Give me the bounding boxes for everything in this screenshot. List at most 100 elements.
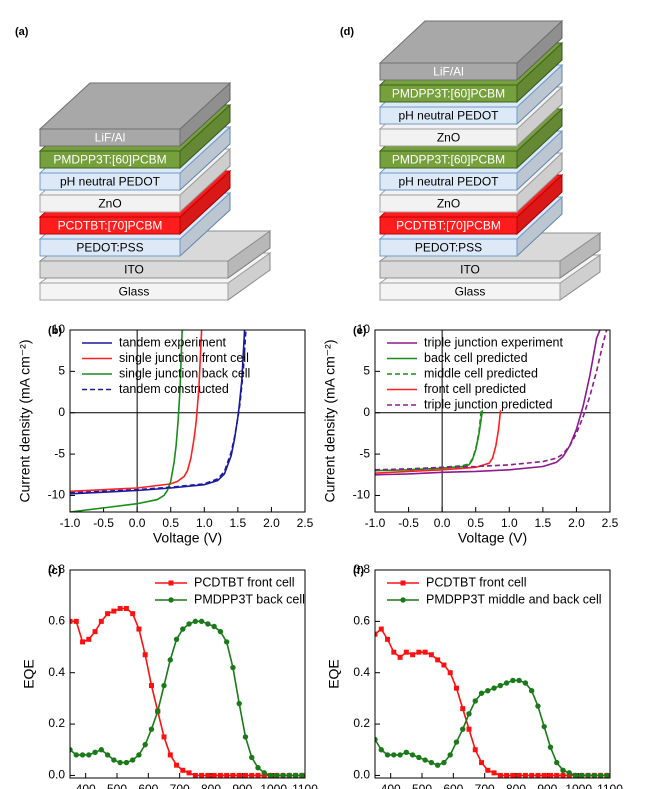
marker — [547, 744, 554, 750]
x-tick-label: 700 — [475, 782, 495, 789]
panel-label: (b) — [48, 325, 62, 337]
marker — [111, 608, 117, 614]
marker — [447, 752, 453, 758]
marker — [491, 685, 497, 691]
marker — [510, 772, 516, 778]
y-tick-label: 0.2 — [353, 716, 370, 730]
marker — [522, 680, 529, 686]
marker — [198, 618, 205, 625]
marker — [223, 639, 230, 645]
panel-label: (f) — [353, 565, 364, 577]
x-tick-label: -0.5 — [93, 516, 114, 530]
y-axis-title: Current density (mA cm⁻²) — [17, 340, 33, 503]
y-tick-label: 0 — [58, 405, 65, 419]
marker — [180, 767, 186, 773]
y-tick-label: 0.8 — [48, 562, 65, 576]
layer-front — [39, 238, 181, 257]
layer-front — [39, 216, 181, 235]
y-tick-label: 0 — [363, 405, 370, 419]
y-tick-label: 0.4 — [353, 665, 370, 679]
layer-label: PMDPP3T:[60]PCBM — [53, 153, 166, 167]
marker — [136, 626, 142, 632]
series-line — [70, 607, 302, 777]
marker — [230, 664, 236, 671]
marker — [541, 723, 547, 730]
y-axis-title: EQE — [21, 659, 37, 689]
x-tick-label: -0.5 — [398, 516, 419, 530]
marker — [217, 772, 223, 778]
marker — [267, 772, 274, 778]
layer-label: ZnO — [437, 197, 460, 211]
marker — [391, 649, 397, 655]
marker — [375, 631, 378, 637]
series-line — [375, 330, 601, 476]
marker — [466, 711, 472, 717]
x-tick-label: 900 — [537, 782, 557, 789]
layer-front — [379, 62, 518, 81]
marker — [510, 677, 516, 684]
legend-label: front cell predicted — [424, 382, 526, 396]
x-tick-label: 1000 — [565, 782, 592, 789]
marker — [105, 611, 111, 617]
marker — [453, 739, 460, 745]
y-tick-label: -10 — [353, 488, 371, 502]
x-tick-label: 0.5 — [467, 516, 484, 530]
layer-label: PMDPP3T:[60]PCBM — [392, 153, 505, 167]
layer-front — [379, 128, 518, 147]
x-tick-label: 1100 — [292, 782, 318, 789]
layer-front — [379, 260, 561, 279]
marker — [385, 636, 391, 642]
marker — [155, 708, 161, 714]
marker — [479, 760, 485, 766]
x-tick-label: 800 — [201, 782, 221, 789]
legend-label: PMDPP3T back cell — [194, 592, 305, 606]
x-axis-title: Voltage (V) — [458, 530, 527, 546]
layer-front — [39, 150, 181, 169]
x-tick-label: 1.5 — [535, 516, 552, 530]
marker — [428, 759, 435, 766]
layer-front — [39, 282, 229, 301]
marker — [173, 636, 180, 643]
panel-label: (e) — [353, 325, 367, 337]
marker — [472, 698, 478, 704]
marker — [428, 652, 434, 658]
x-tick-label: 1100 — [597, 782, 623, 789]
marker — [242, 772, 248, 778]
marker — [384, 752, 391, 758]
marker — [579, 772, 585, 778]
marker — [422, 757, 428, 763]
marker — [73, 752, 79, 758]
marker — [161, 734, 167, 740]
legend-label: single junction back cell — [119, 366, 250, 380]
y-axis-title: EQE — [326, 659, 342, 689]
marker — [535, 772, 541, 778]
marker — [516, 772, 522, 778]
y-tick-label: 0.2 — [48, 716, 65, 730]
layer-label: Glass — [455, 285, 486, 299]
y-tick-label: 0.6 — [353, 614, 370, 628]
x-tick-label: 700 — [170, 782, 190, 789]
marker — [441, 662, 447, 668]
marker — [129, 757, 136, 763]
marker — [148, 726, 155, 732]
layer-label: PEDOT:PSS — [76, 241, 143, 255]
marker — [142, 741, 148, 748]
layer-front — [39, 260, 229, 279]
marker — [422, 649, 428, 655]
layer-label: pH neutral PEDOT — [60, 175, 161, 189]
layer-label: PEDOT:PSS — [415, 241, 482, 255]
marker — [70, 618, 73, 624]
y-tick-label: 5 — [363, 364, 370, 378]
marker — [174, 762, 180, 768]
legend-label: PCDTBT front cell — [426, 575, 527, 589]
x-tick-label: 0.0 — [434, 516, 451, 530]
layer-label: pH neutral PEDOT — [398, 109, 499, 123]
panel-label: (c) — [48, 565, 62, 577]
y-tick-label: 0.0 — [48, 768, 65, 782]
plot-frame — [374, 569, 611, 779]
marker — [528, 687, 535, 694]
marker — [98, 618, 104, 624]
marker — [434, 762, 441, 768]
marker — [148, 683, 154, 689]
series-line — [70, 330, 203, 493]
